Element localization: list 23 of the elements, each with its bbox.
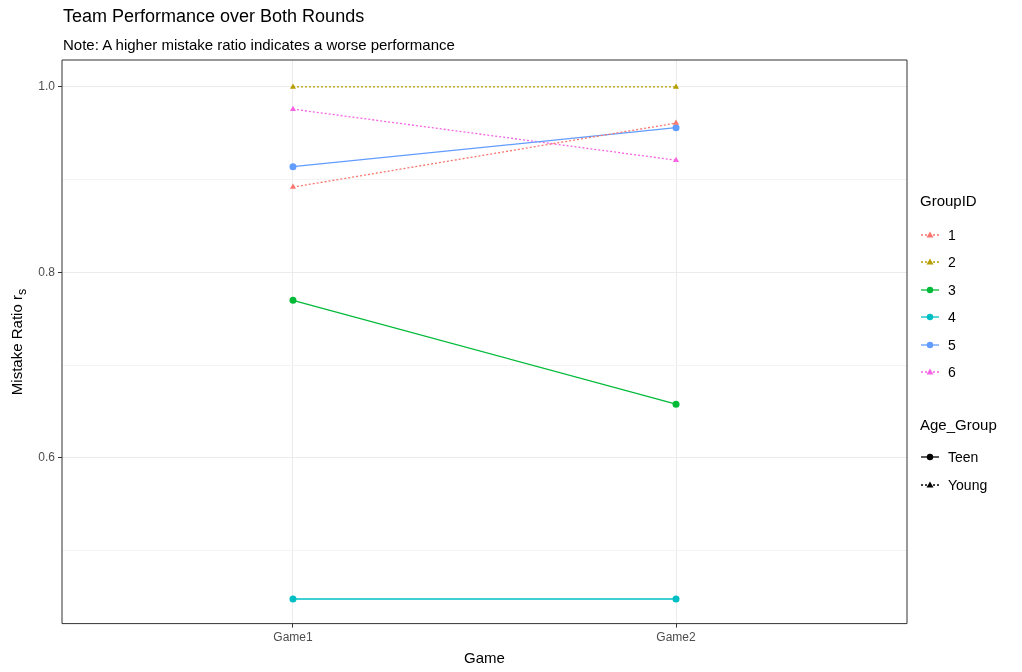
text: Teen [948,449,979,465]
y-tick-label: 0.8 [38,264,56,279]
chart-title: Team Performance over Both Rounds [63,6,365,27]
x-tick-label: Game2 [656,630,697,645]
text: Young [948,477,988,493]
text: Age_Group [920,416,997,433]
legend-label: 5 [948,336,956,353]
point [672,595,680,603]
point [672,400,680,408]
chart-subtitle: Note: A higher mistake ratio indicates a worse performance [63,36,455,53]
legend-label: 2 [948,254,956,271]
legend-label: 4 [948,309,956,326]
point [289,296,297,304]
legend-label: 6 [948,364,956,381]
legend-label: 1 [948,226,956,243]
point [289,163,297,171]
point [289,595,297,603]
x-tick-label: Game1 [273,630,313,645]
y-tick-label: 0.6 [38,450,56,465]
legend-label: 3 [948,281,956,298]
y-tick-label: 1.0 [38,79,56,94]
legend-title: GroupID [920,192,977,209]
x-axis-title: Game [464,649,505,667]
